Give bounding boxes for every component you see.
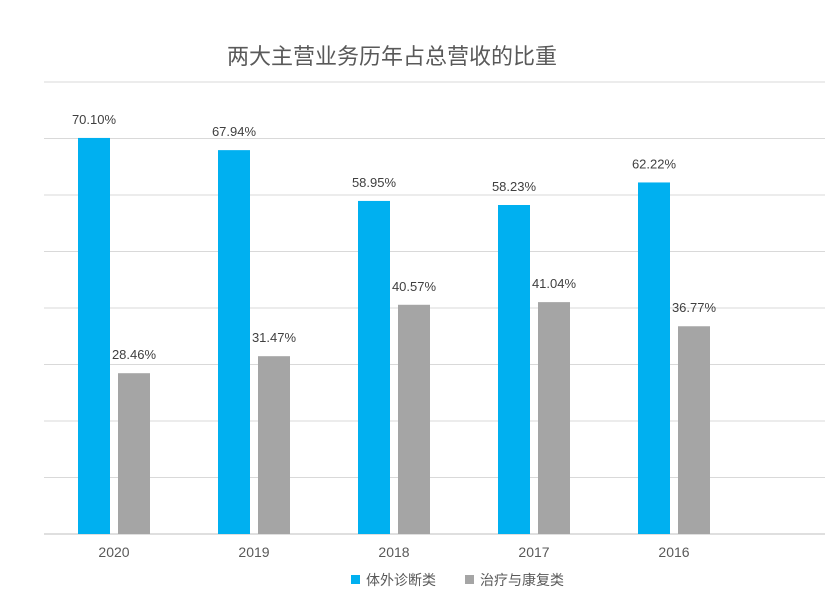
bar-therapy-rehab-2018 bbox=[398, 304, 430, 534]
x-tick-label: 2019 bbox=[238, 544, 269, 560]
x-tick-label: 2020 bbox=[98, 544, 129, 560]
x-tick-label: 2018 bbox=[378, 544, 409, 560]
legend-swatch-in-vitro-diagnostics bbox=[351, 575, 360, 584]
data-label: 70.10% bbox=[72, 112, 117, 127]
bar-in-vitro-diagnostics-2018 bbox=[358, 200, 390, 534]
bar-in-vitro-diagnostics-2017 bbox=[498, 205, 530, 535]
data-label: 28.46% bbox=[112, 347, 157, 362]
bar-in-vitro-diagnostics-2020 bbox=[78, 137, 110, 534]
legend: 体外诊断类 治疗与康复类 bbox=[351, 572, 564, 589]
bar-therapy-rehab-2020 bbox=[118, 373, 150, 534]
bar-therapy-rehab-2019 bbox=[258, 356, 290, 534]
bar-therapy-rehab-2017 bbox=[538, 302, 570, 534]
legend-label-therapy-rehab: 治疗与康复类 bbox=[480, 572, 564, 589]
bar-therapy-rehab-2016 bbox=[678, 326, 710, 534]
bars bbox=[78, 137, 710, 535]
x-axis-ticks: 2020 2019 2018 2017 2016 bbox=[98, 544, 689, 560]
bar-in-vitro-diagnostics-2019 bbox=[218, 150, 250, 534]
bar-in-vitro-diagnostics-2016 bbox=[638, 182, 670, 534]
x-tick-label: 2017 bbox=[518, 544, 549, 560]
data-label: 67.94% bbox=[212, 124, 257, 139]
x-tick-label: 2016 bbox=[658, 544, 689, 560]
data-label: 58.23% bbox=[492, 179, 537, 194]
data-label: 31.47% bbox=[252, 330, 297, 345]
data-label: 40.57% bbox=[392, 279, 437, 294]
data-label: 41.04% bbox=[532, 276, 577, 291]
data-label: 58.95% bbox=[352, 175, 397, 190]
data-labels: 70.10% 28.46% 67.94% 31.47% 58.95% 40.57% 58.2… bbox=[72, 112, 717, 362]
legend-swatch-therapy-rehab bbox=[465, 575, 474, 584]
data-label: 36.77% bbox=[672, 300, 717, 315]
chart-title: 两大主营业务历年占总营收的比重 bbox=[227, 45, 557, 70]
gridlines bbox=[44, 81, 825, 535]
legend-label-in-vitro-diagnostics: 体外诊断类 bbox=[366, 573, 436, 589]
data-label: 62.22% bbox=[632, 156, 677, 171]
